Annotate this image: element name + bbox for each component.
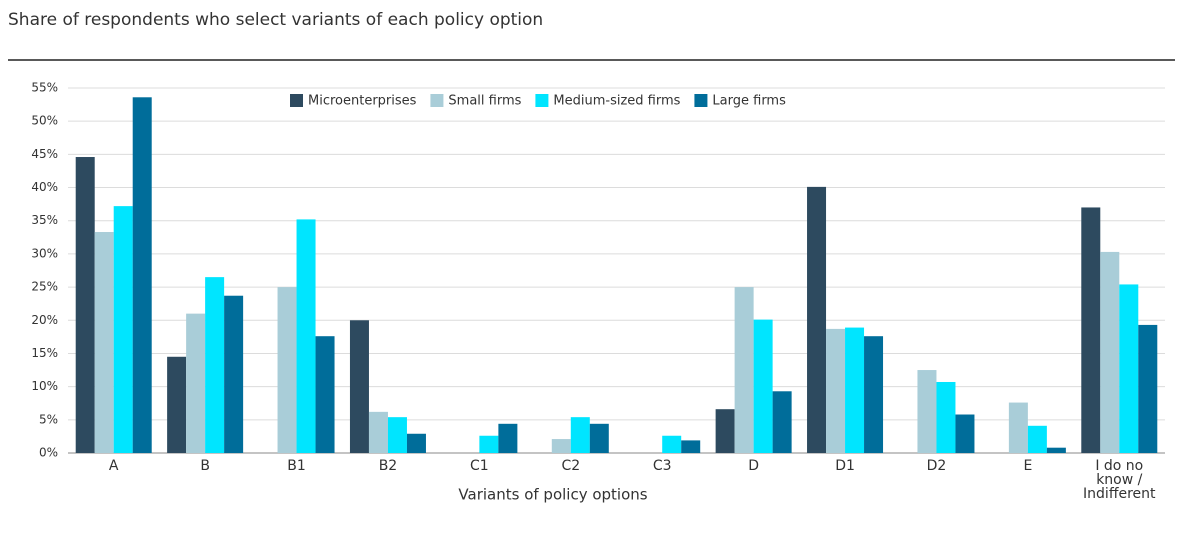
x-tick-label: D1 bbox=[835, 458, 855, 474]
x-tick-label: D bbox=[748, 458, 760, 474]
bar bbox=[826, 328, 846, 453]
bar bbox=[1119, 284, 1139, 453]
bar bbox=[167, 356, 187, 453]
bar bbox=[589, 423, 609, 453]
bar bbox=[917, 370, 937, 453]
x-tick-label: B1 bbox=[287, 458, 306, 474]
bar bbox=[205, 277, 225, 453]
y-tick-label: 0% bbox=[39, 446, 58, 460]
y-tick-label: 10% bbox=[31, 379, 58, 393]
bar bbox=[1138, 324, 1158, 453]
legend-swatch bbox=[694, 94, 708, 107]
bar bbox=[864, 336, 884, 453]
bar bbox=[1008, 402, 1028, 453]
y-tick-label: 5% bbox=[39, 412, 58, 426]
y-tick-label: 45% bbox=[31, 147, 58, 161]
bar bbox=[113, 206, 133, 453]
bar bbox=[715, 409, 735, 453]
bar bbox=[1027, 425, 1047, 453]
bar bbox=[224, 295, 244, 453]
y-tick-label: 50% bbox=[31, 114, 58, 128]
bar bbox=[551, 439, 571, 453]
bar bbox=[845, 327, 865, 453]
bar bbox=[955, 414, 975, 453]
x-tick-label: C1 bbox=[470, 458, 489, 474]
x-axis-title: Variants of policy options bbox=[458, 486, 647, 504]
legend-label: Medium-sized firms bbox=[553, 94, 680, 109]
legend-label: Small firms bbox=[448, 94, 521, 109]
legend-swatch bbox=[535, 94, 549, 107]
legend-swatch bbox=[290, 94, 303, 107]
bar bbox=[1046, 447, 1066, 453]
y-tick-label: 20% bbox=[31, 313, 58, 327]
y-tick-label: 15% bbox=[31, 346, 58, 360]
x-tick-label: C2 bbox=[561, 458, 581, 474]
y-tick-label: 35% bbox=[31, 213, 58, 227]
bar bbox=[315, 336, 335, 453]
bar bbox=[734, 287, 754, 453]
bar bbox=[570, 417, 590, 453]
bar bbox=[277, 287, 297, 453]
bar bbox=[132, 97, 152, 454]
bar bbox=[772, 391, 792, 453]
x-tick-label: B bbox=[200, 458, 210, 474]
bar bbox=[94, 232, 114, 453]
x-tick-label: E bbox=[1023, 458, 1033, 474]
y-tick-label: 25% bbox=[31, 280, 58, 294]
x-tick-label: A bbox=[108, 458, 119, 474]
y-tick-label: 40% bbox=[31, 180, 58, 194]
bar bbox=[296, 219, 316, 453]
bar bbox=[406, 433, 426, 453]
bar bbox=[1100, 251, 1120, 453]
bar bbox=[186, 313, 206, 453]
bar bbox=[662, 435, 682, 453]
legend-label: Large firms bbox=[712, 94, 786, 109]
bar bbox=[349, 320, 369, 453]
bar bbox=[479, 435, 499, 453]
x-tick-label: I do no know / Indifferent bbox=[1083, 458, 1156, 502]
bar bbox=[1081, 207, 1101, 453]
legend-label: Microenterprises bbox=[308, 94, 417, 109]
legend-swatch bbox=[430, 94, 444, 107]
bar bbox=[807, 186, 827, 453]
x-tick-label: C3 bbox=[652, 458, 672, 474]
bar bbox=[387, 417, 407, 453]
bar bbox=[498, 423, 518, 453]
bar bbox=[75, 157, 95, 453]
x-tick-label: D2 bbox=[926, 458, 947, 474]
bar bbox=[368, 411, 388, 453]
y-tick-label: 30% bbox=[31, 246, 58, 260]
chart-title: Share of respondents who select variants… bbox=[8, 10, 543, 30]
bar bbox=[681, 440, 701, 453]
bar bbox=[936, 381, 956, 453]
bar bbox=[753, 319, 773, 453]
x-tick-label: B2 bbox=[378, 458, 398, 474]
y-tick-label: 55% bbox=[31, 81, 58, 95]
